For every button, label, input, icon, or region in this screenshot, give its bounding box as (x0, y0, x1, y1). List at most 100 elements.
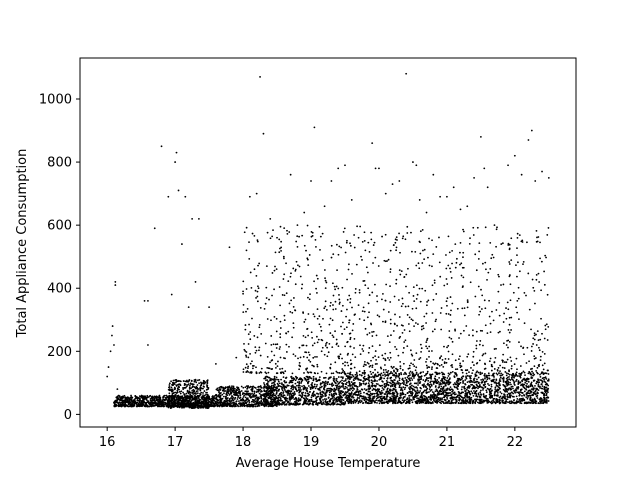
data-point (356, 388, 359, 390)
data-point (195, 390, 198, 393)
data-point (290, 387, 293, 390)
data-point (384, 192, 387, 195)
data-point (429, 390, 432, 392)
data-point (301, 403, 304, 406)
data-point (526, 377, 529, 380)
data-point (474, 401, 477, 404)
data-point (506, 376, 509, 379)
data-point (246, 400, 249, 403)
data-point (481, 378, 484, 381)
data-point (416, 389, 419, 392)
data-point (196, 384, 199, 386)
data-point (150, 403, 153, 406)
data-point (166, 404, 169, 407)
data-point (277, 380, 280, 383)
data-point (260, 386, 263, 389)
data-point (303, 211, 306, 214)
data-point (147, 344, 149, 346)
data-point (202, 385, 205, 388)
data-point (446, 398, 449, 400)
data-point (190, 382, 192, 385)
data-point (231, 402, 233, 405)
data-point (176, 405, 178, 407)
data-point (148, 403, 151, 406)
data-point (278, 385, 281, 387)
data-point (483, 381, 486, 384)
data-point (247, 390, 249, 393)
data-point (250, 388, 253, 391)
data-point (484, 383, 486, 386)
data-point (129, 401, 132, 404)
data-point (443, 385, 445, 388)
data-point (441, 380, 444, 383)
data-point (207, 404, 210, 407)
data-point (227, 392, 230, 395)
data-point (430, 384, 433, 387)
data-point (131, 405, 134, 408)
data-point (376, 389, 379, 391)
data-point (226, 402, 228, 405)
data-point (275, 376, 278, 379)
data-point (485, 380, 488, 383)
data-point (174, 396, 176, 399)
data-point (450, 388, 453, 391)
data-point (227, 390, 230, 393)
data-point (289, 399, 291, 402)
data-point (326, 402, 328, 405)
data-point (231, 389, 234, 392)
data-point (244, 386, 247, 389)
data-point (523, 387, 526, 390)
data-point (316, 392, 318, 395)
data-point (288, 394, 291, 396)
data-point (356, 374, 359, 377)
data-point (263, 398, 266, 401)
data-point (442, 396, 445, 399)
data-point (378, 390, 381, 393)
data-point (309, 390, 311, 393)
data-point (417, 374, 419, 377)
data-point (218, 391, 221, 393)
data-point (462, 398, 465, 400)
data-point (465, 372, 468, 375)
data-point (415, 395, 418, 398)
data-point (535, 388, 538, 391)
data-point (328, 383, 331, 386)
data-point (300, 382, 303, 384)
data-point (371, 389, 374, 391)
data-point (398, 381, 400, 384)
data-point (407, 380, 410, 383)
data-point (225, 393, 228, 396)
data-point (462, 375, 465, 378)
data-point (134, 402, 137, 405)
data-point (541, 170, 543, 173)
data-point (459, 398, 462, 401)
data-point (323, 381, 326, 384)
data-point (290, 393, 293, 396)
data-point (394, 386, 397, 389)
data-point (302, 387, 305, 389)
data-point (200, 383, 203, 386)
data-point (489, 392, 492, 395)
data-point (492, 399, 495, 402)
data-point (137, 399, 140, 402)
points-layer (106, 72, 550, 409)
data-point (313, 126, 316, 129)
data-point (479, 391, 482, 394)
data-point (316, 403, 318, 406)
data-point (525, 396, 528, 398)
data-point (184, 195, 187, 198)
data-point (503, 397, 506, 400)
data-point (345, 383, 348, 386)
data-point (332, 393, 335, 396)
data-point (253, 386, 256, 389)
data-point (190, 379, 193, 382)
data-point (109, 350, 112, 353)
data-point (128, 397, 131, 400)
data-point (399, 402, 402, 404)
data-point (313, 385, 316, 388)
data-point (519, 373, 522, 376)
data-point (325, 398, 328, 400)
data-point (380, 372, 383, 375)
data-point (195, 397, 198, 400)
data-point (316, 383, 318, 386)
